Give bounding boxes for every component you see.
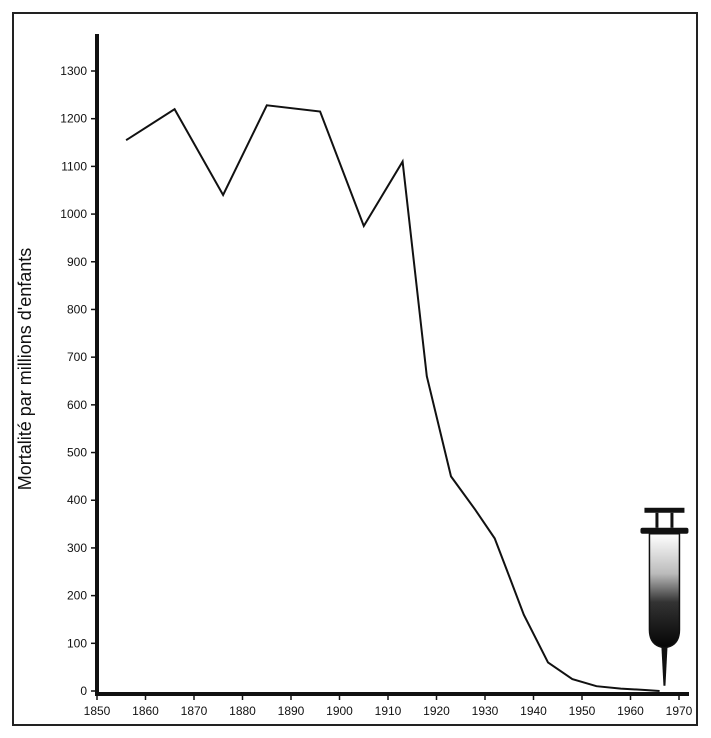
axes [95, 34, 689, 696]
x-tick-label: 1860 [132, 704, 159, 718]
x-tick-label: 1960 [617, 704, 644, 718]
x-tick-label: 1940 [520, 704, 547, 718]
syringe-flange [640, 527, 689, 534]
x-tick-label: 1950 [569, 704, 596, 718]
y-tick-label: 400 [67, 493, 87, 507]
x-tick-label: 1930 [472, 704, 499, 718]
mortality-line-chart: 0 100 200 300 400 500 600 700 800 900 1000 1100 1200… [15, 34, 693, 718]
y-tick-label: 0 [80, 684, 87, 698]
syringe-plunger-cap [644, 507, 685, 513]
series-line [125, 104, 660, 692]
y-tick-label: 300 [67, 541, 87, 555]
syringe-rod [670, 512, 674, 528]
y-tick-label: 100 [67, 636, 87, 650]
x-tick-label: 1900 [326, 704, 353, 718]
x-tick-label: 1880 [229, 704, 256, 718]
y-tick-label: 1200 [60, 112, 87, 126]
y-tick-label: 500 [67, 446, 87, 460]
series-group [125, 104, 660, 692]
x-tick-label: 1890 [278, 704, 305, 718]
y-tick-label: 900 [67, 255, 87, 269]
x-tick-label: 1910 [375, 704, 402, 718]
x-tick-label: 1920 [423, 704, 450, 718]
syringe-rod [655, 512, 659, 528]
y-tick-label: 200 [67, 589, 87, 603]
x-tick-label: 1870 [181, 704, 208, 718]
y-tick-label: 600 [67, 398, 87, 412]
y-tick-label: 1000 [60, 207, 87, 221]
y-axis-label: Mortalité par millions d'enfants [15, 248, 35, 491]
y-axis-ticks: 0 100 200 300 400 500 600 700 800 900 1000 1100 1200… [60, 64, 97, 698]
syringe-icon [640, 507, 689, 686]
syringe-needle [661, 647, 668, 686]
y-tick-label: 1100 [61, 159, 87, 173]
x-axis-ticks: 1850 1860 1870 1880 1890 1900 1910 1920 1930 1940… [84, 694, 693, 718]
x-tick-label: 1970 [666, 704, 693, 718]
syringe-barrel [648, 533, 681, 649]
y-tick-label: 700 [67, 350, 87, 364]
chart-frame: 0 100 200 300 400 500 600 700 800 900 1000 1100 1200… [12, 12, 698, 726]
x-tick-label: 1850 [84, 704, 111, 718]
y-tick-label: 1300 [60, 64, 87, 78]
y-tick-label: 800 [67, 302, 87, 316]
